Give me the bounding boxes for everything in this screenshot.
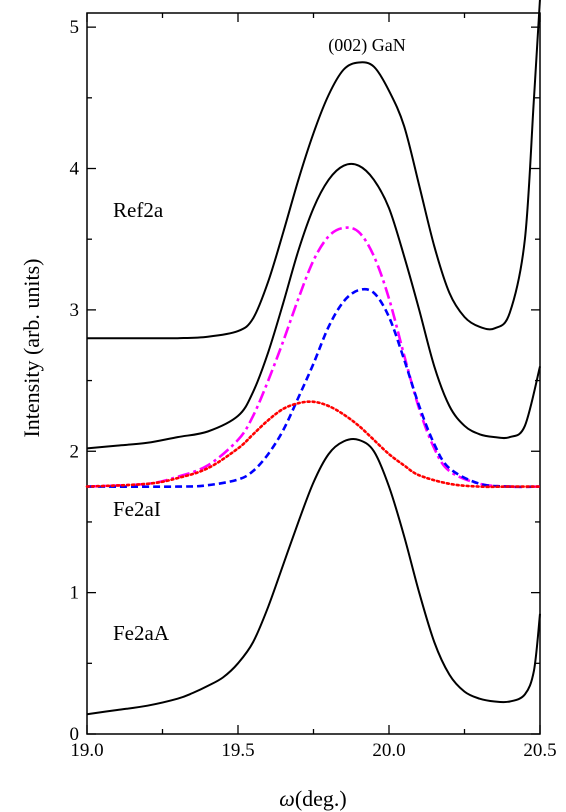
series-line-3 — [86, 226, 541, 489]
x-tick-label: 19.0 — [70, 740, 103, 761]
y-tick-label: 3 — [70, 300, 80, 321]
x-axis-unit: (deg.) — [295, 786, 347, 811]
x-tick-label: 20.0 — [372, 740, 405, 761]
series-line-4 — [86, 287, 541, 489]
series-line-1 — [87, 0, 541, 340]
series-line-5 — [85, 400, 542, 489]
y-tick-label: 1 — [70, 583, 80, 604]
series-line-2 — [86, 162, 541, 450]
y-tick-label: 5 — [70, 17, 80, 38]
y-tick-label: 4 — [70, 159, 80, 180]
x-axis-title: ω(deg.) — [279, 786, 346, 811]
y-tick-label: 2 — [70, 441, 80, 462]
x-axis-symbol: ω — [279, 786, 295, 811]
peak-label: (002) GaN — [328, 35, 405, 56]
fe2aa-label: Fe2aA — [113, 621, 170, 645]
axis-ticks: 19.0 19.5 20.0 20.5 0 1 2 3 4 5 — [70, 13, 557, 761]
fe2ai-label: Fe2aI — [113, 497, 161, 521]
series-line-6 — [86, 438, 541, 716]
y-tick-label: 0 — [70, 724, 80, 745]
x-tick-label: 19.5 — [221, 740, 254, 761]
series-layer — [85, 0, 542, 716]
y-axis-title: Intensity (arb. units) — [19, 258, 44, 437]
x-tick-label: 20.5 — [523, 740, 556, 761]
ref2a-label: Ref2a — [113, 198, 164, 222]
